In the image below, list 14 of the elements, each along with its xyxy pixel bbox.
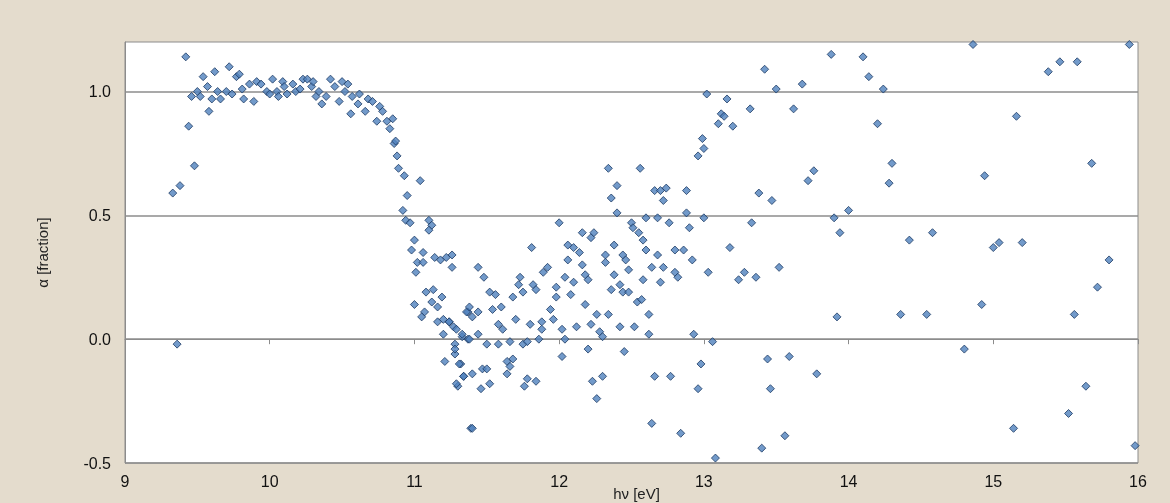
x-tick-label: 11 — [406, 472, 423, 490]
x-tick-label: 9 — [120, 472, 130, 490]
x-tick-label: 16 — [1129, 472, 1147, 490]
x-tick-label: 13 — [694, 472, 713, 490]
x-tick-label: 15 — [984, 472, 1003, 490]
y-tick-label: 1.0 — [88, 83, 112, 101]
x-axis-title: hν [eV] — [613, 485, 660, 502]
y-tick-label: -0.5 — [83, 454, 112, 472]
y-tick-label: 0.0 — [88, 330, 112, 348]
y-tick-label: 0.5 — [88, 206, 112, 224]
x-tick-label: 10 — [260, 472, 279, 490]
x-tick-label: 14 — [839, 472, 858, 490]
x-tick-label: 12 — [550, 472, 569, 490]
y-axis-title: α [fraction] — [34, 217, 51, 288]
